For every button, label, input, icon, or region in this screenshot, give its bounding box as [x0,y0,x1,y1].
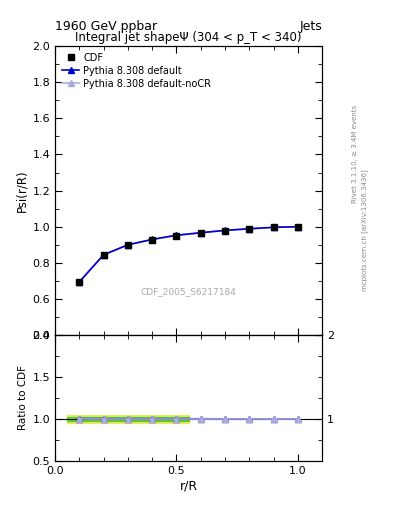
Pythia 8.308 default-noCR [223,227,228,233]
CDF [101,252,106,258]
Pythia 8.308 default [296,224,300,230]
Pythia 8.308 default-noCR [125,242,130,248]
Pythia 8.308 default [174,232,179,238]
Pythia 8.308 default-noCR [198,230,203,236]
CDF [198,230,203,236]
CDF [125,242,130,248]
Y-axis label: Psi(r/R): Psi(r/R) [15,169,28,212]
Pythia 8.308 default-noCR [77,279,82,285]
Pythia 8.308 default-noCR [271,224,276,230]
Line: Pythia 8.308 default-noCR: Pythia 8.308 default-noCR [77,224,301,285]
X-axis label: r/R: r/R [180,480,198,493]
Pythia 8.308 default-noCR [247,226,252,232]
Pythia 8.308 default [150,237,154,243]
CDF [150,237,154,243]
CDF [296,224,300,230]
CDF [247,226,252,232]
Pythia 8.308 default [198,229,203,236]
Y-axis label: Ratio to CDF: Ratio to CDF [18,366,28,431]
Legend: CDF, Pythia 8.308 default, Pythia 8.308 default-noCR: CDF, Pythia 8.308 default, Pythia 8.308 … [58,49,215,93]
Pythia 8.308 default [101,252,106,258]
Pythia 8.308 default [77,279,82,285]
Pythia 8.308 default [271,224,276,230]
Line: CDF: CDF [76,224,301,285]
Text: mcplots.cern.ch [arXiv:1306.3436]: mcplots.cern.ch [arXiv:1306.3436] [362,169,368,291]
CDF [174,232,179,239]
Pythia 8.308 default-noCR [150,237,154,243]
CDF [223,227,228,233]
Text: Jets: Jets [299,20,322,33]
Title: Integral jet shapeΨ (304 < p_T < 340): Integral jet shapeΨ (304 < p_T < 340) [75,31,302,44]
Text: CDF_2005_S6217184: CDF_2005_S6217184 [141,287,237,296]
Pythia 8.308 default [223,227,228,233]
Line: Pythia 8.308 default: Pythia 8.308 default [77,224,301,285]
CDF [77,279,82,285]
Text: Rivet 3.1.10, ≥ 3.4M events: Rivet 3.1.10, ≥ 3.4M events [352,104,358,203]
Pythia 8.308 default-noCR [296,224,300,230]
CDF [271,224,276,230]
Pythia 8.308 default-noCR [101,252,106,258]
Pythia 8.308 default [125,242,130,248]
Text: 1960 GeV ppbar: 1960 GeV ppbar [55,20,157,33]
Pythia 8.308 default [247,226,252,232]
Pythia 8.308 default-noCR [174,232,179,239]
